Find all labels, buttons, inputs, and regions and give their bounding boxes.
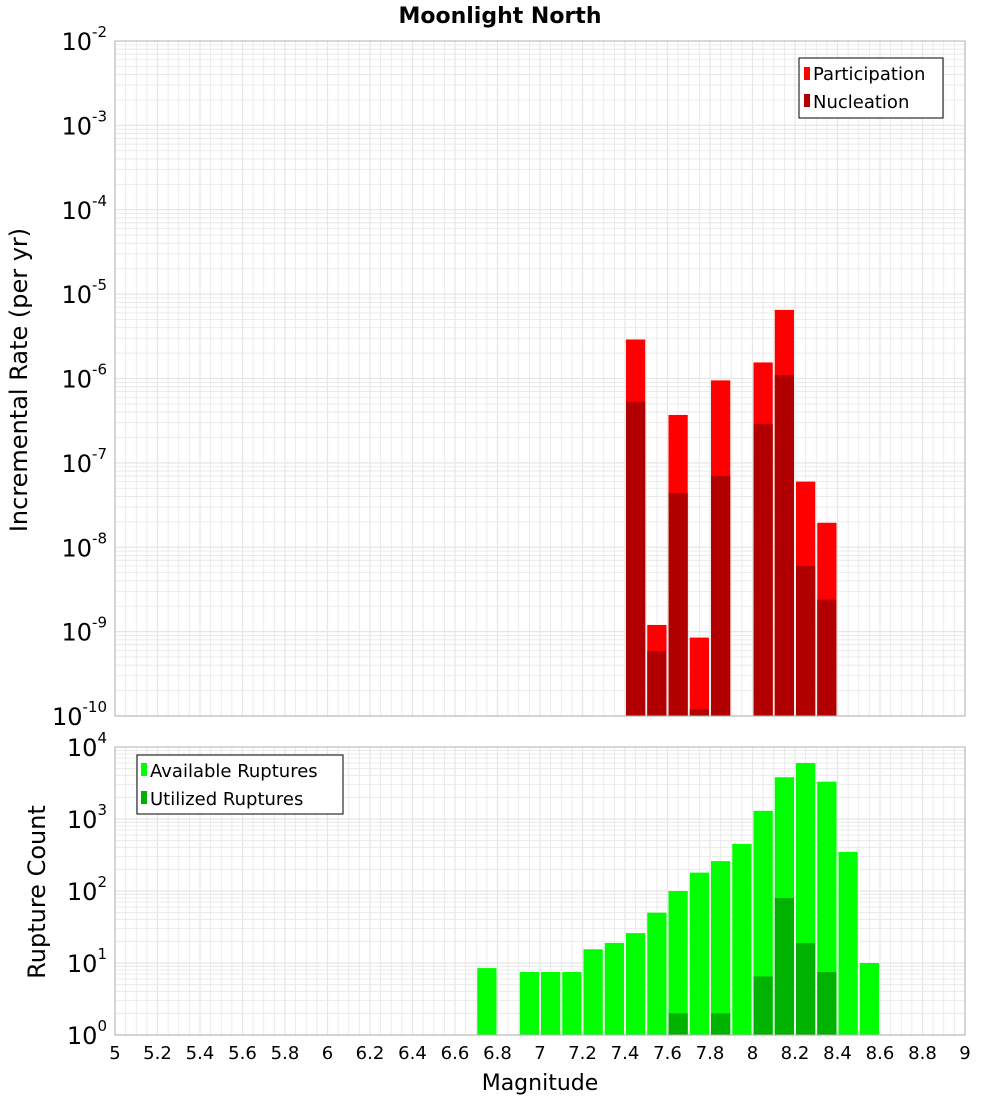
bar-nucleation-7_55: [647, 650, 667, 716]
xtick-label: 8.2: [781, 1043, 810, 1064]
xtick-label: 6: [322, 1043, 333, 1064]
bar-available-ruptures-7_55: [647, 912, 667, 1035]
bar-nucleation-7_85: [711, 475, 731, 716]
bar-available-ruptures-7_15: [562, 971, 582, 1035]
bar-available-ruptures-7_65: [668, 891, 688, 1035]
bottom-plot-frame: [114, 746, 966, 1036]
chart-title: Moonlight North: [398, 4, 601, 29]
top-ytick-label: 10-4: [61, 192, 107, 225]
legend-label-available: Available Ruptures: [150, 761, 318, 782]
bar-nucleation-7_65: [668, 492, 688, 716]
bar-nucleation-7_75: [689, 709, 709, 716]
bar-nucleation-8_05: [753, 423, 773, 716]
bottom-ytick-label: 103: [67, 801, 107, 834]
xtick-label: 7: [534, 1043, 545, 1064]
bar-available-ruptures-7_05: [541, 971, 561, 1035]
xtick-label: 7.8: [696, 1043, 725, 1064]
bar-nucleation-7_45: [626, 401, 646, 716]
bar-available-ruptures-8_35: [817, 781, 837, 1035]
bar-available-ruptures-7_35: [604, 942, 624, 1035]
bar-available-ruptures-6_95: [519, 971, 539, 1035]
xtick-label: 5.4: [186, 1043, 215, 1064]
top-plot-frame: [114, 40, 966, 717]
x-axis-label: Magnitude: [482, 1071, 599, 1096]
bottom-ytick-label: 102: [67, 873, 107, 906]
top-legend: Participation Nucleation: [798, 57, 944, 119]
legend-label-nucleation: Nucleation: [813, 92, 909, 113]
xtick-label: 8.6: [866, 1043, 895, 1064]
bottom-y-axis-label: Rupture Count: [23, 805, 51, 979]
xtick-label: 8.8: [908, 1043, 937, 1064]
xtick-label: 8: [747, 1043, 758, 1064]
xtick-label: 6.4: [398, 1043, 427, 1064]
legend-swatch-participation: [804, 67, 810, 80]
legend-swatch-utilized: [141, 791, 147, 804]
bar-available-ruptures-7_95: [732, 843, 752, 1035]
bar-available-ruptures-8_45: [838, 851, 858, 1035]
bar-utilized-ruptures-8_05: [753, 976, 773, 1035]
bottom-legend: Available Ruptures Utilized Ruptures: [136, 754, 344, 815]
top-ytick-label: 10-10: [52, 698, 107, 731]
bar-available-ruptures-7_85: [711, 861, 731, 1035]
bar-utilized-ruptures-7_65: [668, 1013, 688, 1035]
bar-nucleation-8_25: [796, 565, 816, 716]
top-ytick-label: 10-6: [61, 361, 107, 394]
legend-swatch-available: [141, 763, 147, 776]
xtick-label: 7.2: [568, 1043, 597, 1064]
bottom-ytick-label: 104: [67, 729, 107, 762]
legend-label-participation: Participation: [813, 64, 925, 85]
top-ytick-label: 10-9: [61, 614, 107, 647]
top-ytick-label: 10-2: [61, 23, 107, 56]
legend-label-utilized: Utilized Ruptures: [150, 789, 303, 810]
top-ytick-label: 10-8: [61, 529, 107, 562]
xtick-label: 5.6: [228, 1043, 257, 1064]
xtick-label: 5: [109, 1043, 120, 1064]
bar-utilized-ruptures-8_35: [817, 971, 837, 1035]
xtick-label: 7.4: [611, 1043, 640, 1064]
legend-swatch-nucleation: [804, 94, 810, 107]
bar-utilized-ruptures-8_15: [774, 897, 794, 1035]
bottom-ytick-label: 100: [67, 1017, 107, 1050]
bar-available-ruptures-7_75: [689, 872, 709, 1035]
xtick-label: 7.6: [653, 1043, 682, 1064]
top-ytick-label: 10-5: [61, 276, 107, 309]
bar-utilized-ruptures-7_85: [711, 1013, 731, 1035]
bar-nucleation-8_15: [774, 375, 794, 716]
bar-available-ruptures-7_25: [583, 949, 603, 1035]
bar-nucleation-8_35: [817, 599, 837, 716]
xtick-label: 6.8: [483, 1043, 512, 1064]
xtick-label: 5.8: [271, 1043, 300, 1064]
bar-available-ruptures-6_75: [477, 968, 497, 1035]
bar-available-ruptures-8_55: [859, 963, 879, 1035]
top-ytick-label: 10-7: [61, 445, 107, 478]
bottom-ytick-label: 101: [67, 945, 107, 978]
top-y-axis-label: Incremental Rate (per yr): [5, 228, 33, 532]
xtick-label: 9: [959, 1043, 970, 1064]
top-legend-box: [798, 57, 944, 119]
bar-utilized-ruptures-8_25: [796, 942, 816, 1035]
xtick-label: 6.2: [356, 1043, 385, 1064]
xtick-label: 5.2: [143, 1043, 172, 1064]
bar-participation-7_75: [689, 637, 709, 716]
bar-available-ruptures-7_45: [626, 933, 646, 1035]
top-ytick-label: 10-3: [61, 107, 107, 140]
xtick-label: 6.6: [441, 1043, 470, 1064]
top-plot-area: 10-10 10-9 10-8 10-7 10-6 10-5 10-4 10-3 10-2: [52, 23, 966, 731]
xtick-label: 8.4: [823, 1043, 852, 1064]
bottom-legend-box: [136, 754, 344, 815]
